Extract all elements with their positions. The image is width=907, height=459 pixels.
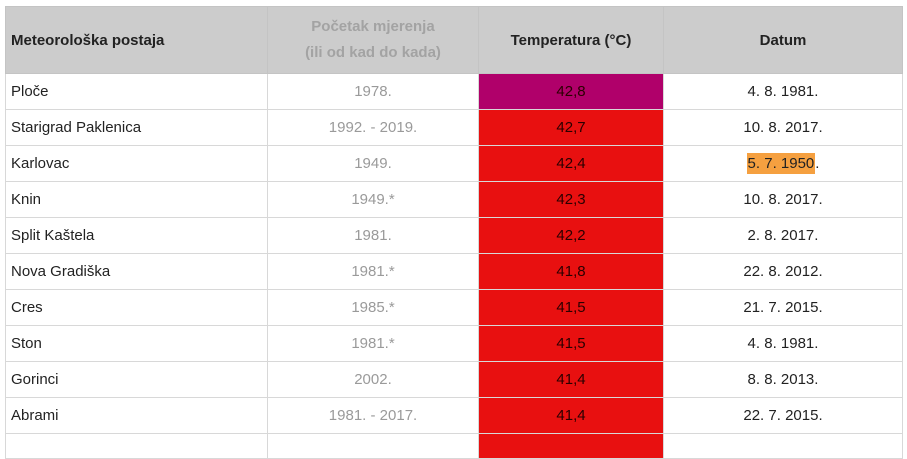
temperature-records-table: Meteorološka postaja Početak mjerenja (i… xyxy=(5,6,903,459)
temperature-records-table-wrapper: Meteorološka postaja Početak mjerenja (i… xyxy=(5,6,903,459)
cell-station: Ston xyxy=(5,325,268,362)
cell-date: 4. 8. 1981. xyxy=(663,73,903,110)
table-row: Ploče 1978. 42,8 4. 8. 1981. xyxy=(5,73,903,110)
cell-temperature: 42,2 xyxy=(478,217,664,254)
table-row: Gorinci 2002. 41,4 8. 8. 2013. xyxy=(5,361,903,398)
cell-date: 2. 8. 2017. xyxy=(663,217,903,254)
cell-station: Split Kaštela xyxy=(5,217,268,254)
cell-temperature: 41,8 xyxy=(478,253,664,290)
cell-start: 1985.* xyxy=(267,289,479,326)
cell-date: 8. 8. 2013. xyxy=(663,361,903,398)
cell-start xyxy=(267,433,479,459)
table-row: Knin 1949.* 42,3 10. 8. 2017. xyxy=(5,181,903,218)
cell-date: 22. 7. 2015. xyxy=(663,397,903,434)
table-row: Split Kaštela 1981. 42,2 2. 8. 2017. xyxy=(5,217,903,254)
cell-station: Ploče xyxy=(5,73,268,110)
cell-station: Knin xyxy=(5,181,268,218)
cell-date: 5. 7. 1950. xyxy=(663,145,903,182)
cell-start: 1949. xyxy=(267,145,479,182)
cell-start: 1981.* xyxy=(267,253,479,290)
cell-temperature: 42,8 xyxy=(478,73,664,110)
cell-station: Gorinci xyxy=(5,361,268,398)
cell-station: Starigrad Paklenica xyxy=(5,109,268,146)
cell-date: 21. 7. 2015. xyxy=(663,289,903,326)
cell-start: 2002. xyxy=(267,361,479,398)
header-temperature[interactable]: Temperatura (°C) xyxy=(478,6,664,74)
cell-temperature: 41,5 xyxy=(478,325,664,362)
cell-date: 10. 8. 2017. xyxy=(663,109,903,146)
cell-date: 10. 8. 2017. xyxy=(663,181,903,218)
header-start[interactable]: Početak mjerenja (ili od kad do kada) xyxy=(267,6,479,74)
cell-station: Karlovac xyxy=(5,145,268,182)
header-date[interactable]: Datum xyxy=(663,6,903,74)
table-header-row: Meteorološka postaja Početak mjerenja (i… xyxy=(5,6,903,74)
table-row: Abrami 1981. - 2017. 41,4 22. 7. 2015. xyxy=(5,397,903,434)
cell-start: 1981.* xyxy=(267,325,479,362)
cell-station: Nova Gradiška xyxy=(5,253,268,290)
cell-start: 1949.* xyxy=(267,181,479,218)
header-start-line1: Početak mjerenja xyxy=(311,18,435,35)
cell-temperature xyxy=(478,433,664,459)
cell-date: 22. 8. 2012. xyxy=(663,253,903,290)
cell-station xyxy=(5,433,268,459)
highlighted-date: 5. 7. 1950 xyxy=(746,153,816,174)
cell-temperature: 42,7 xyxy=(478,109,664,146)
header-station[interactable]: Meteorološka postaja xyxy=(5,6,268,74)
table-row: Karlovac 1949. 42,4 5. 7. 1950. xyxy=(5,145,903,182)
cell-temperature: 41,4 xyxy=(478,397,664,434)
table-body: Ploče 1978. 42,8 4. 8. 1981. Starigrad Pakle… xyxy=(5,73,903,459)
header-start-line2: (ili od kad do kada) xyxy=(305,44,441,61)
cell-station: Abrami xyxy=(5,397,268,434)
cell-station: Cres xyxy=(5,289,268,326)
table-row: Ston 1981.* 41,5 4. 8. 1981. xyxy=(5,325,903,362)
date-suffix: . xyxy=(815,155,820,172)
table-row: Nova Gradiška 1981.* 41,8 22. 8. 2012. xyxy=(5,253,903,290)
table-row: Cres 1985.* 41,5 21. 7. 2015. xyxy=(5,289,903,326)
cell-start: 1981. xyxy=(267,217,479,254)
cell-date: 4. 8. 1981. xyxy=(663,325,903,362)
cell-temperature: 41,4 xyxy=(478,361,664,398)
cell-date xyxy=(663,433,903,459)
cell-temperature: 42,3 xyxy=(478,181,664,218)
cell-start: 1978. xyxy=(267,73,479,110)
cell-start: 1992. - 2019. xyxy=(267,109,479,146)
cell-start: 1981. - 2017. xyxy=(267,397,479,434)
cell-temperature: 41,5 xyxy=(478,289,664,326)
table-row xyxy=(5,433,903,459)
cell-temperature: 42,4 xyxy=(478,145,664,182)
table-row: Starigrad Paklenica 1992. - 2019. 42,7 10. … xyxy=(5,109,903,146)
